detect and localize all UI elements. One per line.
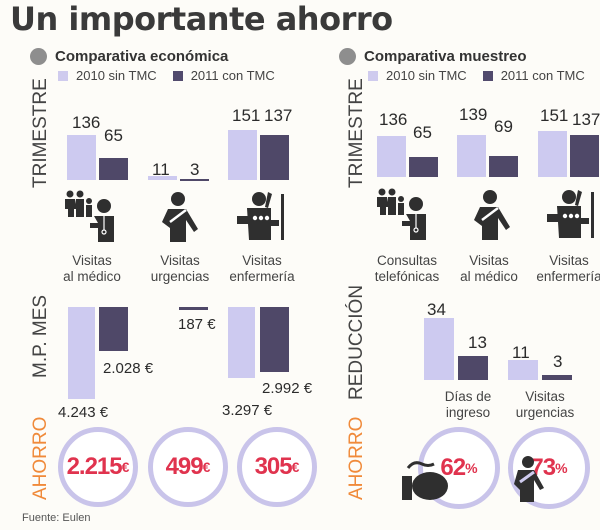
value-label: 2.028 € bbox=[103, 360, 154, 377]
value-label: 136 bbox=[72, 113, 101, 132]
bar-2011 bbox=[489, 155, 518, 177]
section-heading-economica: Comparativa económica bbox=[30, 48, 228, 65]
bar-2011 bbox=[260, 134, 289, 180]
legend-label-2011: 2011 con TMC bbox=[190, 68, 275, 83]
legend-swatch-2010 bbox=[368, 70, 378, 81]
bar-2011 bbox=[179, 307, 208, 310]
section-heading-text: Comparativa económica bbox=[55, 48, 229, 65]
injured-arm-sling-icon bbox=[514, 456, 544, 502]
value-label: 137 bbox=[572, 110, 600, 129]
doctor-family-icon bbox=[65, 190, 114, 242]
value-label: 34 bbox=[427, 300, 446, 319]
axis-label-reduccion: REDUCCIÓN bbox=[346, 284, 367, 400]
category-label: Visitas enfermería bbox=[229, 253, 295, 284]
value-label: 11 bbox=[512, 343, 530, 362]
section-heading-muestreo: Comparativa muestreo bbox=[339, 48, 527, 65]
doctor-family-icon bbox=[377, 188, 426, 240]
bar-2011 bbox=[99, 307, 128, 351]
category-label: Visitas urgencias bbox=[515, 389, 575, 420]
bar-2010 bbox=[424, 318, 454, 380]
category-label: Visitas urgencias bbox=[150, 253, 210, 284]
injured-arm-sling-icon bbox=[162, 192, 198, 242]
savings-circle: 73% bbox=[508, 427, 590, 509]
legend-swatch-2010 bbox=[58, 70, 68, 81]
bar-2011 bbox=[542, 374, 572, 380]
category-label: Consultas telefónicas bbox=[374, 253, 440, 284]
axis-label-ahorro-right: AHORRO bbox=[346, 416, 367, 500]
section-heading-text: Comparativa muestreo bbox=[364, 48, 527, 65]
bar-2010 bbox=[228, 130, 257, 180]
bullet-icon bbox=[339, 48, 356, 65]
savings-circle: 2.215 € bbox=[58, 427, 138, 507]
bar-2011 bbox=[260, 307, 289, 372]
value-label: 2.992 € bbox=[262, 380, 313, 397]
legend-label-2010: 2010 sin TMC bbox=[76, 68, 157, 83]
injured-arm-sling-icon bbox=[474, 190, 510, 240]
bar-2011 bbox=[458, 356, 488, 380]
value-label: 65 bbox=[413, 123, 432, 142]
savings-circle: 305 € bbox=[237, 427, 317, 507]
category-label: Visitas al médico bbox=[460, 253, 518, 284]
legend-swatch-2011 bbox=[172, 70, 183, 81]
axis-label-mpmes: M.P. MES bbox=[30, 294, 51, 378]
value-label: 3 bbox=[190, 160, 200, 179]
bar-2010 bbox=[457, 134, 486, 177]
value-label: 151 bbox=[232, 106, 261, 125]
value-label: 65 bbox=[104, 126, 123, 145]
legend-left: 2010 sin TMC 2011 con TMC bbox=[58, 68, 275, 83]
legend-right: 2010 sin TMC 2011 con TMC bbox=[368, 68, 585, 83]
category-label: Visitas al médico bbox=[63, 253, 121, 284]
bar-2011 bbox=[570, 135, 599, 177]
value-label: 13 bbox=[468, 333, 487, 352]
axis-label-trimestre-left: TRIMESTRE bbox=[30, 78, 51, 188]
axis-label-ahorro-left: AHORRO bbox=[30, 416, 51, 500]
nurse-bed-icon bbox=[237, 192, 284, 240]
legend-swatch-2011 bbox=[482, 70, 493, 81]
legend-label-2011: 2011 con TMC bbox=[500, 68, 585, 83]
value-label: 11 bbox=[152, 160, 170, 179]
legend-label-2010: 2010 sin TMC bbox=[386, 68, 467, 83]
hospital-bed-patient-icon bbox=[402, 461, 448, 500]
category-label: Días de ingreso bbox=[444, 389, 492, 420]
bar-2010 bbox=[377, 135, 406, 177]
bar-2011 bbox=[99, 158, 128, 180]
bar-2010 bbox=[68, 307, 95, 399]
value-label: 4.243 € bbox=[58, 404, 109, 421]
value-label: 151 bbox=[540, 106, 569, 125]
bar-2011 bbox=[409, 157, 438, 177]
value-label: 136 bbox=[379, 110, 408, 129]
value-label: 3 bbox=[553, 352, 563, 371]
value-label: 139 bbox=[459, 105, 488, 124]
savings-circle: 499 € bbox=[148, 427, 228, 507]
value-label: 187 € bbox=[178, 316, 216, 333]
bullet-icon bbox=[30, 48, 47, 65]
bar-2010 bbox=[228, 307, 255, 379]
bar-2010 bbox=[538, 131, 567, 177]
category-label: Visitas enfermería bbox=[536, 253, 600, 284]
value-label: 3.297 € bbox=[222, 402, 273, 419]
nurse-bed-icon bbox=[547, 190, 594, 238]
value-label: 137 bbox=[264, 106, 293, 125]
value-label: 69 bbox=[494, 117, 513, 136]
axis-label-trimestre-right: TRIMESTRE bbox=[346, 78, 367, 188]
page-title: Un importante ahorro bbox=[10, 0, 393, 38]
bar-2010 bbox=[67, 134, 96, 180]
source-note: Fuente: Eulen bbox=[22, 512, 91, 524]
